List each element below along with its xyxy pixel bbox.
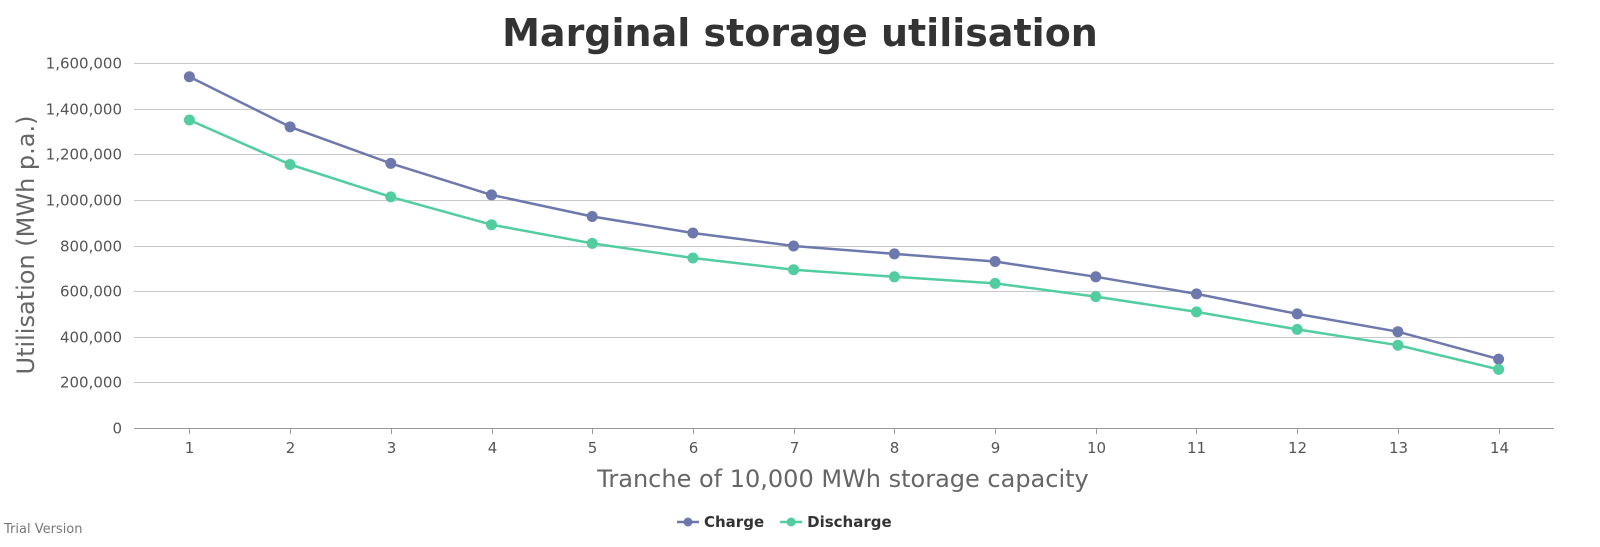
data-point-charge: [888, 248, 900, 260]
gridlines: [134, 63, 1554, 429]
x-tick-label: 13: [1389, 439, 1408, 457]
data-point-discharge: [1191, 306, 1202, 318]
chart-title: Marginal storage utilisation: [502, 11, 1098, 55]
data-point-charge: [486, 189, 497, 201]
y-tick-labels: 0 200,000 400,000 600,000 800,000 1,000,000 1,…: [46, 55, 122, 438]
trial-version-watermark: Trial Version: [3, 522, 83, 537]
y-tick-label: 1,200,000: [46, 146, 122, 164]
data-point-charge: [183, 71, 195, 83]
y-tick-label: 600,000: [60, 283, 122, 301]
data-point-discharge: [788, 264, 800, 276]
data-point-discharge: [183, 114, 195, 126]
series-charge: [183, 71, 1505, 365]
data-point-discharge: [586, 237, 598, 249]
x-tick-label: 4: [488, 439, 498, 457]
data-point-discharge: [687, 252, 699, 264]
data-point-discharge: [486, 219, 497, 231]
data-point-discharge: [888, 271, 900, 283]
data-point-charge: [687, 227, 699, 239]
x-tick-label: 1: [185, 439, 195, 457]
x-tick-label: 12: [1288, 439, 1307, 457]
x-tick-label: 8: [890, 439, 900, 457]
data-point-discharge: [1291, 323, 1303, 335]
data-point-charge: [284, 121, 296, 133]
y-tick-label: 1,000,000: [46, 192, 122, 210]
legend-label: Discharge: [807, 513, 892, 531]
series-layer: [183, 71, 1505, 375]
y-tick-label: 1,600,000: [46, 55, 122, 73]
x-tick-label: 3: [387, 439, 397, 457]
x-tick-label: 5: [588, 439, 598, 457]
x-tick-label: 6: [689, 439, 699, 457]
legend-swatch-marker: [683, 517, 693, 527]
data-point-discharge: [284, 159, 296, 170]
data-point-discharge: [989, 277, 1001, 289]
y-tick-label: 0: [112, 420, 122, 438]
data-point-charge: [1291, 308, 1303, 320]
legend-item-discharge: Discharge: [780, 513, 892, 531]
legend-swatch-marker: [786, 517, 796, 527]
legend-label: Charge: [704, 513, 764, 531]
x-axis: 1 2 3 4 5 6 7 8 9 10 11 12 13 14: [134, 428, 1554, 457]
data-point-discharge: [1392, 339, 1404, 351]
data-point-charge: [989, 256, 1001, 267]
y-tick-label: 200,000: [60, 374, 122, 392]
legend: Charge Discharge: [677, 513, 892, 531]
x-tick-label: 11: [1187, 439, 1206, 457]
data-point-charge: [1493, 353, 1505, 365]
data-point-discharge: [385, 191, 397, 203]
series-line-discharge: [188, 118, 1499, 371]
data-point-charge: [788, 240, 800, 252]
y-axis-title: Utilisation (MWh p.a.): [12, 116, 40, 375]
x-axis-title: Tranche of 10,000 MWh storage capacity: [596, 465, 1088, 493]
data-point-charge: [586, 211, 598, 222]
data-point-charge: [1090, 271, 1102, 283]
data-point-charge: [1191, 288, 1202, 300]
y-tick-label: 800,000: [60, 238, 122, 256]
data-point-discharge: [1493, 363, 1505, 375]
data-point-charge: [385, 157, 397, 169]
x-tick-label: 14: [1490, 439, 1509, 457]
x-tick-label: 2: [286, 439, 296, 457]
y-tick-label: 400,000: [60, 329, 122, 347]
data-point-charge: [1392, 326, 1404, 338]
x-tick-label: 10: [1087, 439, 1106, 457]
x-tick-label: 9: [991, 439, 1001, 457]
series-line-charge: [188, 75, 1499, 361]
y-tick-label: 1,400,000: [46, 101, 122, 119]
legend-item-charge: Charge: [677, 513, 764, 531]
x-tick-label: 7: [790, 439, 800, 457]
data-point-discharge: [1090, 291, 1102, 303]
series-discharge: [183, 114, 1505, 375]
